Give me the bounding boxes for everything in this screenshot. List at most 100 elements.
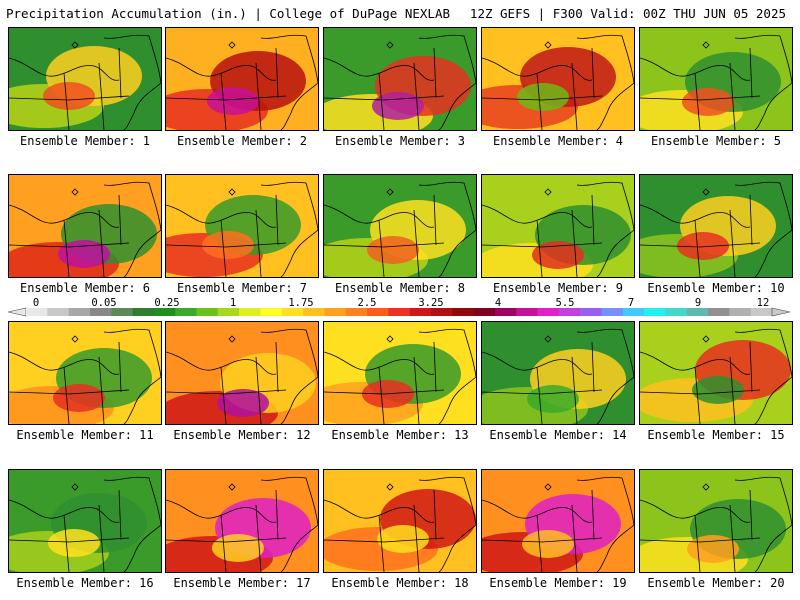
state-border-outline — [749, 341, 753, 393]
state-border-outline — [118, 47, 122, 99]
state-border-outline — [571, 209, 578, 277]
state-border-outline — [413, 62, 420, 130]
colorbar-tick-label: 4 — [495, 298, 501, 309]
state-border-outline — [118, 489, 122, 541]
precip-contour-blob — [682, 88, 734, 116]
state-border-outline — [729, 504, 736, 572]
station-marker — [544, 483, 552, 491]
state-border-outline — [571, 504, 578, 572]
colorbar-swatch — [686, 308, 709, 316]
lakes-outline — [640, 204, 751, 228]
coast-north-outline — [576, 34, 634, 84]
colorbar-swatch — [601, 308, 624, 316]
colorbar: 0 0.05 0.25 1 1.75 2.5 3.25 4 5.5 7 9 12 — [7, 298, 791, 317]
precip-map — [166, 470, 318, 572]
coastline-outline — [438, 376, 476, 424]
state-border-outline — [118, 194, 122, 246]
state-border-outline — [694, 219, 701, 277]
member-map-panel — [323, 27, 477, 131]
state-border-outline — [433, 194, 437, 246]
member-label: Ensemble Member: 14 — [489, 428, 627, 442]
state-border-outline — [694, 72, 701, 130]
colorbar-swatch — [47, 308, 69, 316]
state-border-outline — [433, 341, 437, 393]
colorbar-swatch — [644, 308, 666, 316]
colorbar-swatch — [367, 308, 389, 316]
state-border-outline — [640, 242, 761, 248]
state-border-outline — [729, 356, 736, 424]
coastline-outline — [596, 229, 634, 277]
precip-contour-blob — [527, 385, 579, 413]
coast-north-outline — [576, 181, 634, 231]
state-border-outline — [694, 514, 701, 572]
colorbar-tick-label: 5.5 — [556, 298, 575, 309]
coast-north-outline — [418, 328, 476, 378]
precip-map — [640, 28, 792, 130]
coast-north-outline — [260, 34, 318, 84]
station-marker — [702, 335, 710, 343]
coastline-outline — [754, 82, 792, 130]
member-label: Ensemble Member: 6 — [19, 281, 151, 295]
station-marker — [228, 483, 236, 491]
station-marker — [228, 188, 236, 196]
station-marker — [386, 483, 394, 491]
lakes-outline — [640, 351, 751, 375]
member-map-panel — [323, 321, 477, 425]
colorbar-tick-label: 2.5 — [358, 298, 377, 309]
station-marker — [702, 41, 710, 49]
member-label: Ensemble Member: 2 — [176, 134, 308, 148]
state-border-outline — [324, 95, 445, 101]
coastline-outline — [596, 82, 634, 130]
state-border-outline — [255, 209, 262, 277]
colorbar-swatch — [260, 308, 283, 316]
precip-contour-blob — [532, 241, 584, 269]
state-border-outline — [166, 389, 287, 395]
state-border-outline — [166, 242, 287, 248]
coast-north-outline — [103, 34, 161, 84]
state-border-outline — [98, 356, 105, 424]
colorbar-swatch — [580, 308, 602, 316]
lakes-outline — [9, 351, 120, 375]
precip-map — [166, 322, 318, 424]
precip-map — [9, 175, 161, 277]
colorbar-swatch — [175, 308, 197, 316]
state-border-outline — [220, 366, 227, 424]
state-border-outline — [9, 95, 130, 101]
colorbar-tick-label: 0.05 — [91, 298, 116, 309]
precip-map — [324, 28, 476, 130]
state-border-outline — [324, 389, 445, 395]
member-map-panel — [8, 174, 162, 278]
state-border-outline — [413, 209, 420, 277]
coast-north-outline — [103, 328, 161, 378]
state-border-outline — [324, 242, 445, 248]
member-label: Ensemble Member: 1 — [19, 134, 151, 148]
state-border-outline — [433, 489, 437, 541]
precip-map — [482, 175, 634, 277]
colorbar-swatch — [558, 308, 581, 316]
state-border-outline — [98, 62, 105, 130]
state-border-outline — [571, 62, 578, 130]
member-map-panel — [639, 27, 793, 131]
state-border-outline — [275, 194, 279, 246]
state-border-outline — [536, 219, 543, 277]
coast-north-outline — [734, 476, 792, 526]
member-map-panel — [165, 27, 319, 131]
colorbar-swatch — [345, 308, 368, 316]
lakes-outline — [640, 57, 751, 81]
member-map-panel — [481, 27, 635, 131]
member-map-panel — [323, 469, 477, 573]
colorbar-swatch — [89, 308, 112, 316]
state-border-outline — [63, 72, 70, 130]
coastline-outline — [123, 229, 161, 277]
precip-map — [9, 28, 161, 130]
colorbar-swatch — [452, 308, 474, 316]
precip-contour-blob — [217, 389, 269, 417]
state-border-outline — [482, 537, 603, 543]
colorbar-min-arrow — [7, 307, 27, 317]
lakes-outline — [482, 204, 593, 228]
lakes-outline — [166, 351, 277, 375]
colorbar-swatch — [516, 308, 538, 316]
colorbar-tick-label: 12 — [757, 298, 770, 309]
state-border-outline — [378, 72, 385, 130]
state-border-outline — [640, 537, 761, 543]
